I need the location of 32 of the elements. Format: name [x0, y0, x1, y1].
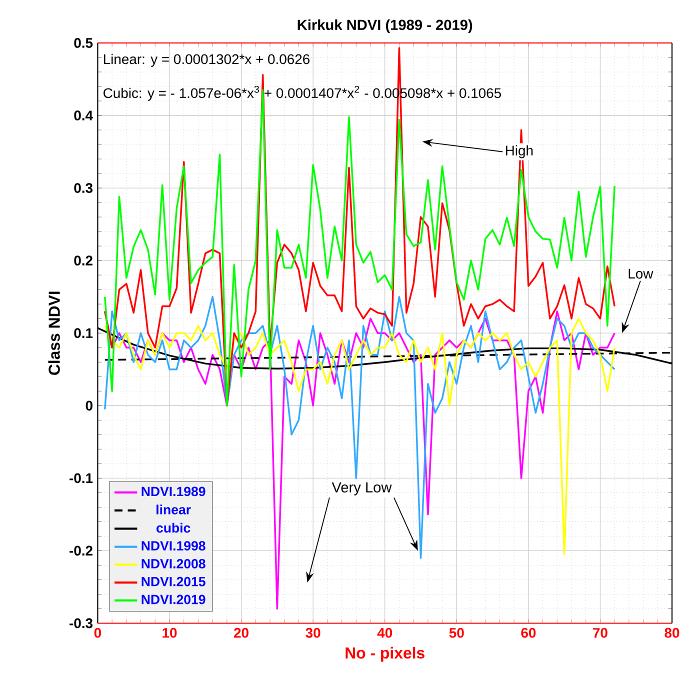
- annotation: Low: [628, 268, 654, 279]
- legend-label: NDVI.1989: [142, 486, 206, 496]
- y-tick-label: 0.1: [74, 328, 93, 338]
- x-tick-label: 40: [377, 628, 392, 638]
- x-tick-label: 0: [94, 628, 102, 638]
- x-tick-label: 70: [593, 628, 608, 638]
- legend-label: NDVI.1998: [142, 541, 206, 550]
- chart-title: Kirkuk NDVI (1989 - 2019): [298, 19, 472, 33]
- y-tick-label: -0.2: [70, 546, 92, 556]
- x-tick-label: 20: [234, 628, 248, 638]
- y-tick-label: 0.2: [74, 256, 92, 266]
- x-tick-label: 10: [162, 628, 177, 638]
- x-tick-label: 50: [449, 628, 464, 638]
- y-tick-label: 0: [86, 400, 92, 410]
- annotation: Very Low: [332, 482, 392, 496]
- legend-label: NDVI.2019: [142, 594, 206, 604]
- y-tick-label: 0.5: [74, 38, 93, 48]
- y-tick-label: -0.1: [70, 473, 93, 484]
- annotation: High: [506, 145, 533, 158]
- y-tick-label: 0.3: [74, 183, 93, 193]
- legend-label: NDVI.2015: [142, 576, 206, 586]
- x-tick-label: 80: [664, 628, 680, 638]
- legend-label: cubic: [156, 522, 190, 533]
- x-tick-label: 60: [521, 628, 536, 638]
- annotation: Linear: y = 0.0001302*x + 0.0626: [104, 54, 310, 67]
- y-tick-label: -0.3: [70, 618, 93, 628]
- y-axis-title: Class NDVI: [48, 292, 60, 375]
- legend-label: NDVI.2008: [142, 558, 206, 568]
- x-tick-label: 30: [306, 628, 320, 638]
- legend-label: linear: [156, 504, 191, 514]
- y-tick-label: 0.4: [74, 110, 93, 120]
- x-axis-title: No - pixels: [346, 646, 424, 662]
